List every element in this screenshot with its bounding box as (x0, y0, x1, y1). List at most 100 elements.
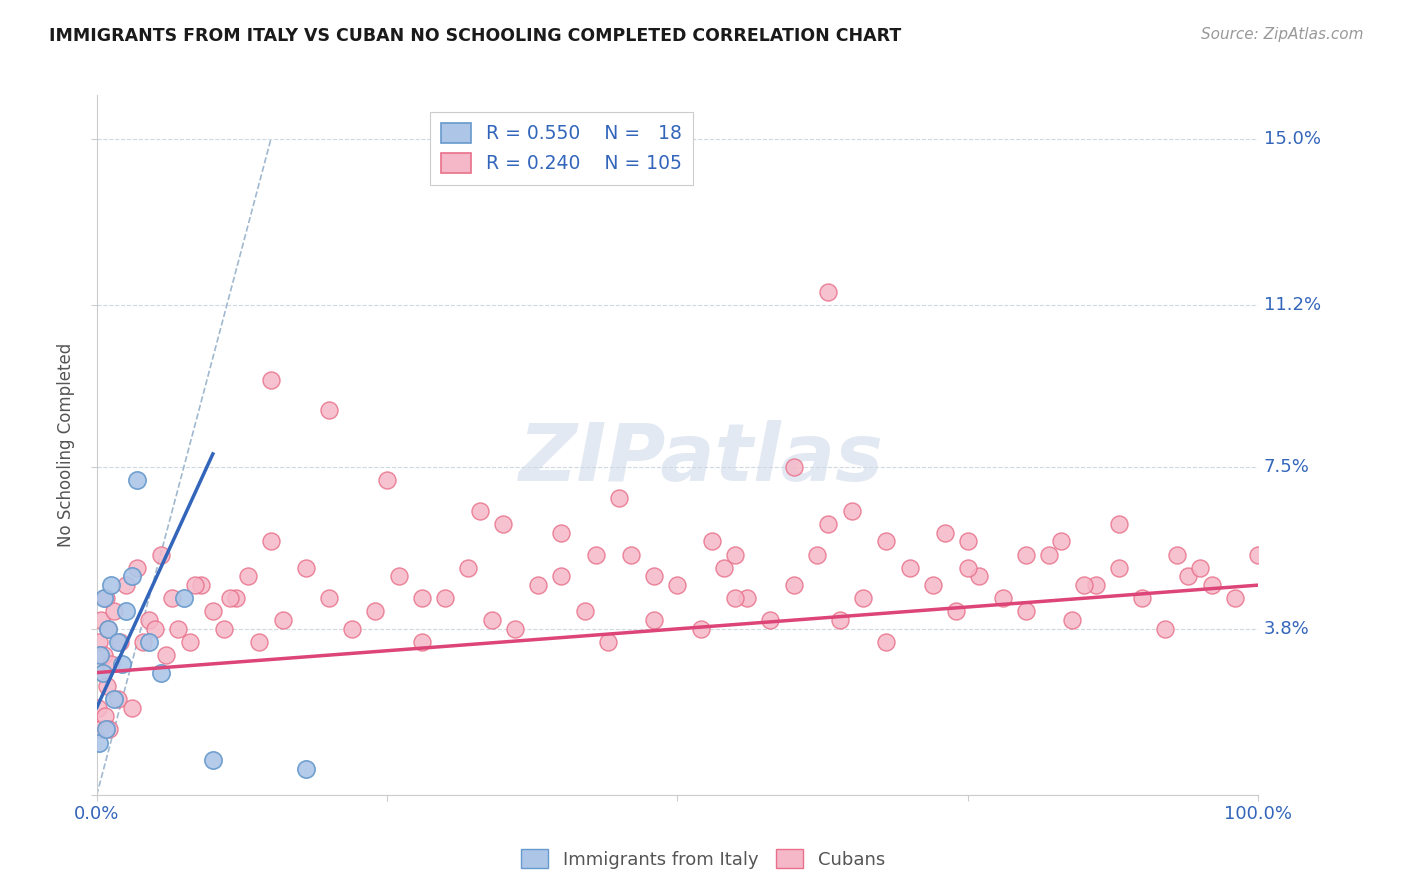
Point (550, 569, 572, 583)
Point (1015, 604, 1038, 618)
Point (94, 709, 117, 723)
Point (1015, 548, 1038, 562)
Point (724, 548, 747, 562)
Point (201, 753, 224, 767)
Point (782, 460, 804, 475)
Point (550, 525, 572, 540)
Point (132, 635, 155, 649)
Point (93, 591, 115, 606)
Point (585, 548, 607, 562)
Point (190, 578, 212, 592)
Point (89, 723, 111, 737)
Point (260, 373, 283, 387)
Point (160, 591, 183, 606)
Point (782, 578, 804, 592)
Point (1154, 622, 1177, 636)
Point (294, 560, 316, 574)
Point (666, 578, 689, 592)
Y-axis label: No Schooling Completed: No Schooling Completed (58, 343, 75, 548)
Point (503, 622, 526, 636)
Point (689, 622, 711, 636)
Point (89, 648, 111, 662)
Point (434, 591, 457, 606)
Point (107, 691, 129, 706)
Point (1084, 578, 1107, 592)
Point (969, 569, 991, 583)
Point (149, 665, 172, 680)
Point (236, 569, 259, 583)
Point (271, 613, 294, 627)
Point (713, 560, 735, 574)
Point (1130, 591, 1153, 606)
Point (87, 735, 110, 749)
Text: 15.0%: 15.0% (1264, 130, 1320, 148)
Point (817, 285, 839, 299)
Point (841, 504, 863, 518)
Point (724, 591, 747, 606)
Point (91, 665, 114, 680)
Point (97, 622, 120, 636)
Point (173, 591, 195, 606)
Point (225, 591, 247, 606)
Point (945, 604, 967, 618)
Point (991, 591, 1014, 606)
Point (643, 613, 665, 627)
Point (956, 534, 979, 549)
Text: 11.2%: 11.2% (1264, 296, 1322, 314)
Text: ZIPatlas: ZIPatlas (519, 420, 883, 498)
Point (342, 622, 364, 636)
Point (179, 635, 201, 649)
Text: IMMIGRANTS FROM ITALY VS CUBAN NO SCHOOLING COMPLETED CORRELATION CHART: IMMIGRANTS FROM ITALY VS CUBAN NO SCHOOL… (49, 27, 901, 45)
Point (468, 504, 491, 518)
Point (1177, 569, 1199, 583)
Point (201, 604, 224, 618)
Point (138, 613, 160, 627)
Point (114, 604, 136, 618)
Point (574, 604, 596, 618)
Point (1062, 613, 1084, 627)
Point (1038, 548, 1060, 562)
Point (247, 635, 270, 649)
Point (364, 604, 387, 618)
Point (107, 635, 129, 649)
Point (127, 473, 149, 487)
Point (492, 516, 515, 531)
Point (817, 516, 839, 531)
Point (702, 534, 724, 549)
Point (1223, 591, 1246, 606)
Point (934, 525, 956, 540)
Point (1247, 548, 1270, 562)
Legend: Immigrants from Italy, Cubans: Immigrants from Italy, Cubans (513, 842, 893, 876)
Point (828, 613, 851, 627)
Point (735, 591, 758, 606)
Point (155, 648, 177, 662)
Point (457, 560, 479, 574)
Point (184, 578, 207, 592)
Text: 3.8%: 3.8% (1264, 620, 1309, 638)
Point (596, 635, 619, 649)
Point (94, 591, 117, 606)
Point (481, 613, 503, 627)
Text: 7.5%: 7.5% (1264, 458, 1310, 476)
Point (922, 578, 945, 592)
Point (138, 635, 160, 649)
Point (98, 723, 121, 737)
Point (114, 578, 136, 592)
Point (87, 700, 110, 714)
Point (103, 691, 125, 706)
Point (1108, 516, 1130, 531)
Point (1166, 548, 1188, 562)
Point (100, 657, 122, 671)
Point (94, 723, 117, 737)
Point (260, 534, 283, 549)
Point (149, 548, 172, 562)
Point (643, 569, 665, 583)
Point (759, 613, 782, 627)
Point (143, 622, 166, 636)
Point (97, 622, 120, 636)
Point (87, 635, 110, 649)
Point (100, 578, 122, 592)
Point (375, 473, 398, 487)
Point (1201, 578, 1223, 592)
Point (411, 635, 433, 649)
